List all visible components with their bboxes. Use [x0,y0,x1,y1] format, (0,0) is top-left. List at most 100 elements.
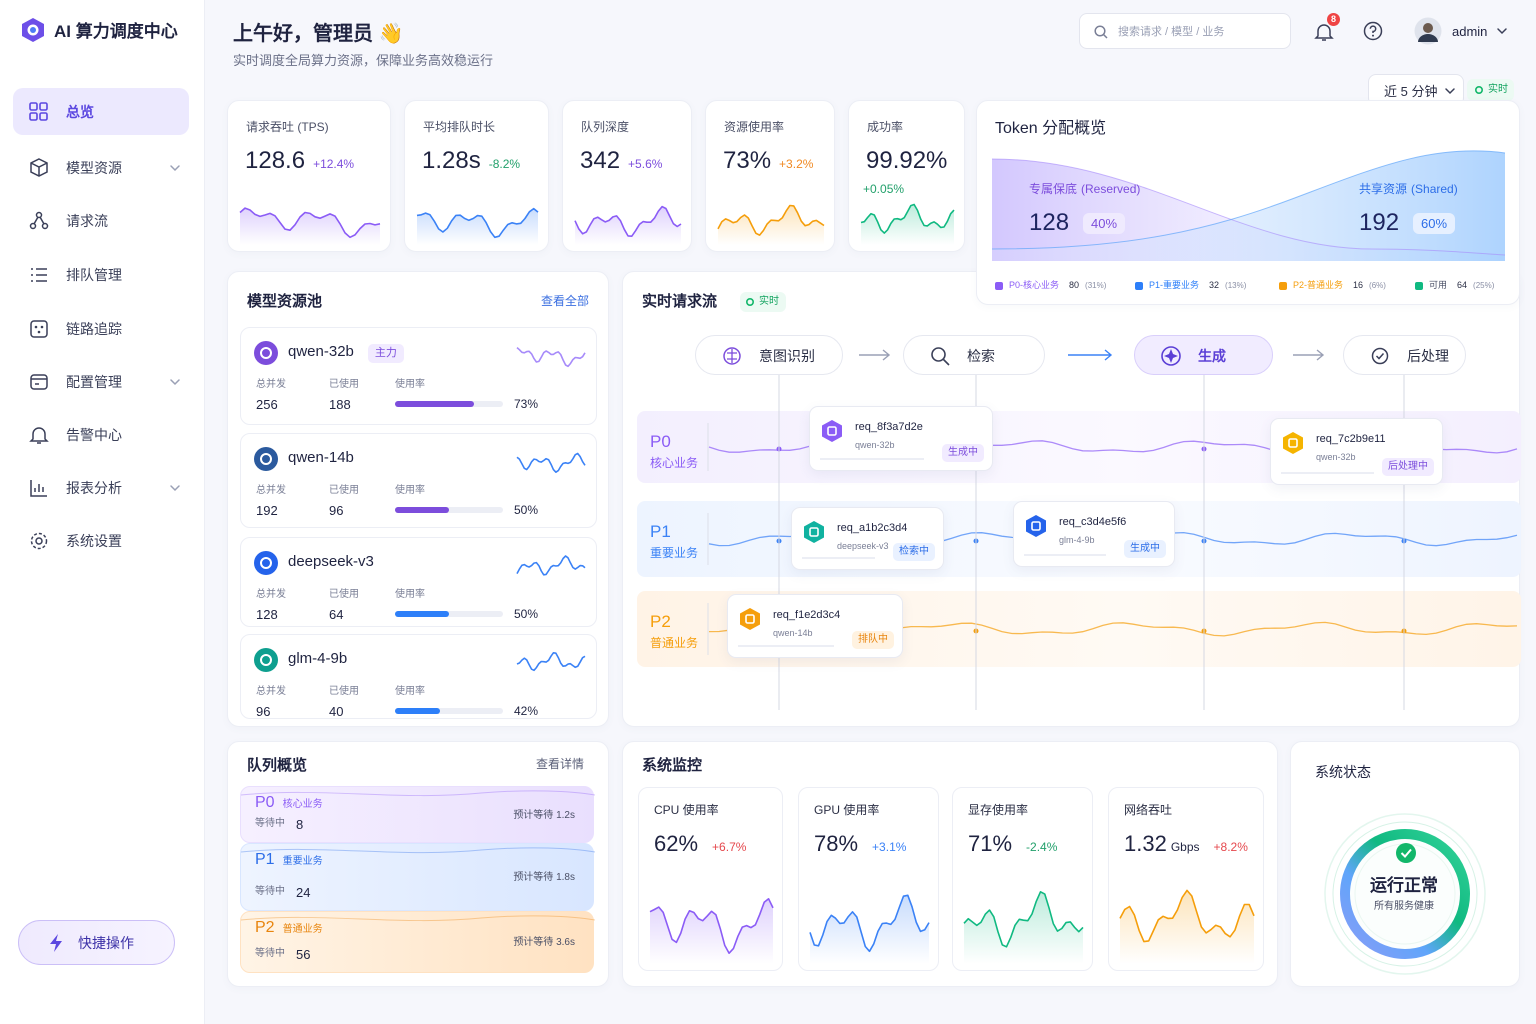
decor-circle [260,347,272,359]
notification-bell[interactable]: 8 [1311,13,1340,45]
decor-circle [1161,346,1181,366]
status-title: 系统状态 [1315,764,1371,780]
decor-path [740,608,760,630]
request-card[interactable]: req_c3d4e5f6 glm-4-9b 生成中 [1013,501,1175,567]
model-usage-label: 50% [514,607,539,621]
legend-share: (31%) [1085,280,1107,290]
model-name: qwen-32b [288,343,354,360]
decor-path [575,206,681,245]
decor-rect [39,112,48,121]
token-flow-graphic [991,150,1506,261]
queue-name: 普通业务 [282,924,323,935]
monitor-unit: Gbps [1170,840,1200,854]
kpi-change: +0.05% [863,182,905,196]
decor-rect [1031,521,1041,531]
search-placeholder: 搜索请求 / 模型 / 业务 [1118,25,1225,38]
help-button[interactable] [1362,20,1384,42]
decor-circle [1372,34,1374,37]
model-total: 256 [256,396,278,412]
request-model: deepseek-v3 [837,540,889,551]
model-col-label: 总并发 [256,379,286,390]
decor-path [650,898,773,964]
system-monitor-card: 系统监控 CPU 使用率 62% +6.7% GPU 使用率 78% +3.1% 显存使用… [622,741,1278,987]
decor-path [810,895,929,964]
kpi-card: 平均排队时长 1.28s -8.2% [404,100,549,252]
nav-item[interactable]: 系统设置 [13,517,189,564]
nav-item[interactable]: 链路追踪 [13,305,189,352]
queue-item: P0 核心业务 等待中 8 预计等待 1.2s [240,786,596,843]
monitor-label: 显存使用率 [968,803,1029,817]
request-card[interactable]: req_a1b2c3d4 deepseek-v3 检索中 [791,507,944,570]
nav-item[interactable]: 告警中心 [13,411,189,458]
model-col-label: 已使用 [329,485,359,496]
token-shared-label-row: 共享资源 (Shared) [1359,183,1458,195]
nav-label: 链路追踪 [66,321,122,337]
legend-swatch [1135,281,1143,290]
kpi-sparkline [239,207,381,245]
monitor-card: 网络吞吐 1.32 Gbps +8.2% [1108,787,1264,971]
model-pool-link[interactable]: 查看全部 [541,294,590,308]
bell-icon [1314,24,1334,41]
decor-circle [1396,843,1416,863]
model-name: deepseek-v3 [288,553,374,570]
decor-path [1369,25,1377,33]
usage-bar [395,708,441,714]
model-total: 128 [256,606,278,622]
decor-path [963,891,1084,948]
model-card[interactable]: qwen-32b 主力 总并发 已使用 使用率 256 188 73% [240,327,597,425]
queue-item: P2 普通业务 等待中 56 预计等待 3.6s [240,911,596,973]
quick-action-button[interactable]: 快捷操作 [18,920,175,965]
request-status: 生成中 [1124,540,1166,558]
stage-icon [931,347,950,366]
decor-rect [827,426,837,436]
stage-pill: 意图识别 [695,335,843,375]
nav-item[interactable]: 报表分析 [13,464,189,511]
model-card[interactable]: glm-4-9b 总并发 已使用 使用率 96 40 42% [240,634,597,719]
request-id: req_c3d4e5f6 [1059,515,1127,528]
help-icon [1363,21,1383,41]
legend-name: P0-核心业务 [1009,280,1060,290]
nav-item[interactable]: 模型资源 [13,144,189,191]
request-card[interactable]: req_f1e2d3c4 qwen-14b 排队中 [727,594,903,658]
request-card[interactable]: req_8f3a7d2e qwen-32b 生成中 [809,406,993,471]
kpi-label: 平均排队时长 [423,120,496,134]
decor-circle [29,222,37,230]
stage-pill: 后处理 [1343,335,1466,375]
queue-eta: 预计等待 1.2s [513,809,575,821]
queue-waiting: 56 [296,946,311,962]
token-reserved-sub: (Reserved) [1081,182,1141,196]
decor-path [1283,432,1303,454]
model-card[interactable]: qwen-14b 总并发 已使用 使用率 192 96 50% [240,433,597,528]
kpi-value-row: 1.28s -8.2% [422,149,520,173]
queue-wave [240,915,596,922]
decor-path [516,452,586,473]
avatar [1414,17,1442,45]
usage-track [395,708,503,714]
decor-path [516,555,586,576]
nav-item[interactable]: 请求流 [13,197,189,244]
notification-badge: 8 [1327,13,1340,26]
lane-divider [707,423,709,471]
monitor-value: 62% [654,831,699,856]
search-box[interactable]: 搜索请求 / 模型 / 业务 [1079,13,1291,49]
model-card[interactable]: deepseek-v3 总并发 已使用 使用率 128 64 50% [240,537,597,627]
nav-item[interactable]: 排队管理 [13,251,189,298]
status-ring [1324,813,1486,975]
stage-icon [1371,347,1389,365]
decor-circle [254,447,278,471]
kpi-value: 99.92% [866,147,948,174]
request-card[interactable]: req_7c2b9e11 qwen-32b 后处理中 [1270,418,1443,485]
legend-name: P2-普通业务 [1293,280,1344,290]
stage-pill: 生成 [1134,335,1273,375]
model-sparkline [516,652,586,677]
nav-item[interactable]: 配置管理 [13,358,189,405]
decor-rect [30,374,48,390]
user-menu[interactable]: admin [1414,16,1514,46]
model-col-label: 已使用 [329,589,359,600]
request-status: 排队中 [852,631,894,649]
nav-item[interactable]: 总览 [13,88,189,135]
token-shared-label: 共享资源 [1359,182,1408,196]
decor-circle [35,211,43,219]
queue-link[interactable]: 查看详情 [536,757,585,771]
